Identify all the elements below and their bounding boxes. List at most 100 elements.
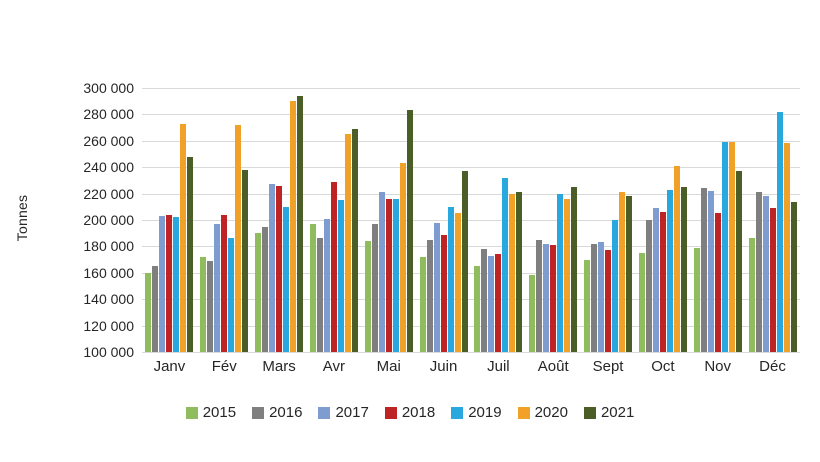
bar-2019-déc bbox=[776, 111, 783, 352]
bar-2019-janv bbox=[173, 217, 180, 352]
bar-2016-sept bbox=[591, 243, 598, 352]
bar-2020-déc bbox=[783, 143, 790, 352]
bar-2016-août bbox=[536, 239, 543, 352]
bar-2019-fév bbox=[228, 238, 235, 352]
bar-2017-fév bbox=[214, 223, 221, 352]
y-tick-label: 120 000 bbox=[83, 317, 134, 334]
bar-2020-juil bbox=[509, 193, 516, 352]
x-tick-label-nov: Nov bbox=[704, 358, 732, 375]
bar-2017-août bbox=[543, 243, 550, 352]
x-tick-label-oct: Oct bbox=[651, 358, 675, 375]
bar-2021-fév bbox=[242, 169, 249, 352]
bar-2018-mars bbox=[276, 185, 283, 352]
gridline bbox=[142, 220, 800, 221]
bar-2018-oct bbox=[659, 212, 666, 352]
x-tick-label-avr: Avr bbox=[322, 358, 346, 375]
gridline bbox=[142, 88, 800, 89]
bar-2017-juil bbox=[488, 255, 495, 352]
bar-2019-avr bbox=[337, 200, 344, 352]
bar-2017-sept bbox=[598, 242, 605, 352]
bar-2020-avr bbox=[344, 134, 351, 352]
bar-2018-juin bbox=[440, 234, 447, 352]
legend-item-2018: 2018 bbox=[384, 404, 436, 421]
bar-2016-fév bbox=[207, 260, 214, 352]
bar-2015-mars bbox=[255, 233, 262, 352]
y-axis-tick-labels: 100 000 120 000 140 000 160 000 180 000 200 0… bbox=[0, 80, 134, 360]
y-tick-label: 260 000 bbox=[83, 132, 134, 149]
gridline bbox=[142, 325, 800, 327]
bar-2016-oct bbox=[645, 220, 652, 352]
bar-group-fév bbox=[197, 88, 252, 352]
bar-2017-déc bbox=[762, 196, 769, 352]
y-tick-label: 300 000 bbox=[83, 80, 134, 96]
bar-group-sept bbox=[581, 88, 636, 352]
bar-2018-juil bbox=[495, 254, 502, 352]
bar-2020-mai bbox=[399, 163, 406, 352]
bar-2016-mars bbox=[262, 226, 269, 352]
bar-2016-juil bbox=[481, 249, 488, 352]
legend-label-2021: 2021 bbox=[600, 404, 635, 421]
bar-2021-sept bbox=[626, 196, 633, 352]
bar-2015-juin bbox=[419, 256, 426, 352]
legend-swatch-2016 bbox=[252, 406, 265, 419]
bar-2021-août bbox=[571, 187, 578, 352]
bar-2019-sept bbox=[612, 220, 619, 352]
bar-2018-fév bbox=[221, 214, 228, 352]
legend-label-2015: 2015 bbox=[202, 404, 237, 421]
x-tick-label-mai: Mai bbox=[376, 358, 401, 375]
legend-label-2017: 2017 bbox=[335, 404, 369, 421]
legend-item-2021: 2021 bbox=[583, 404, 635, 421]
bar-2015-mai bbox=[364, 241, 371, 352]
bar-group-juin bbox=[416, 88, 471, 352]
bar-2019-août bbox=[557, 193, 564, 352]
bar-2019-juil bbox=[502, 177, 509, 352]
x-tick-label-mars: Mars bbox=[262, 358, 296, 375]
bar-2018-mai bbox=[385, 198, 392, 352]
gridline bbox=[142, 299, 800, 301]
y-tick-label: 220 000 bbox=[83, 185, 134, 202]
bar-2017-janv bbox=[159, 216, 166, 352]
bar-2017-nov bbox=[707, 190, 714, 352]
bar-2018-janv bbox=[166, 214, 173, 352]
bar-2017-oct bbox=[652, 208, 659, 352]
legend-item-2019: 2019 bbox=[451, 404, 502, 421]
bar-2018-août bbox=[550, 245, 557, 352]
bar-2018-déc bbox=[769, 208, 776, 352]
bar-2016-avr bbox=[316, 238, 323, 352]
bar-group-mars bbox=[252, 88, 307, 352]
x-tick-label-janv: Janv bbox=[153, 358, 186, 375]
bar-2015-janv bbox=[145, 272, 152, 352]
gridline bbox=[142, 272, 800, 274]
legend-label-2018: 2018 bbox=[401, 404, 436, 421]
legend-swatch-2015 bbox=[185, 406, 198, 419]
bar-2015-sept bbox=[584, 259, 591, 352]
bar-2019-mai bbox=[392, 198, 399, 352]
legend-label-2019: 2019 bbox=[468, 404, 502, 421]
bar-2018-sept bbox=[605, 250, 612, 352]
bar-2021-avr bbox=[351, 128, 358, 352]
legend-item-2016: 2016 bbox=[252, 404, 302, 421]
chart-legend: 2015 2016 2017 2018 2019 2020 2021 bbox=[0, 404, 820, 421]
plot-area bbox=[142, 88, 800, 353]
bar-group-avr bbox=[306, 88, 361, 352]
gridline bbox=[142, 352, 800, 353]
bar-2017-avr bbox=[323, 218, 330, 352]
bar-group-mai bbox=[361, 88, 416, 352]
bar-2018-nov bbox=[714, 213, 721, 352]
x-axis-tick-labels: Janv Fév Mars Avr Mai Juin Juil Août Sept Oct Nov D… bbox=[142, 358, 800, 375]
bar-group-janv bbox=[142, 88, 197, 352]
legend-swatch-2019 bbox=[451, 406, 464, 419]
y-tick-label: 160 000 bbox=[83, 264, 134, 281]
y-tick-label: 240 000 bbox=[83, 159, 134, 176]
bar-2021-déc bbox=[790, 201, 797, 352]
x-tick-label-juil: Juil bbox=[487, 358, 510, 375]
bar-group-août bbox=[526, 88, 581, 352]
bar-2019-juin bbox=[447, 206, 454, 352]
x-tick-label-sept: Sept bbox=[592, 358, 624, 375]
bar-2020-mars bbox=[290, 101, 297, 352]
legend-item-2015: 2015 bbox=[185, 404, 237, 421]
bar-2019-nov bbox=[721, 142, 728, 352]
gridline bbox=[142, 114, 800, 116]
legend-label-2016: 2016 bbox=[269, 404, 303, 421]
bar-2021-mai bbox=[406, 110, 413, 352]
